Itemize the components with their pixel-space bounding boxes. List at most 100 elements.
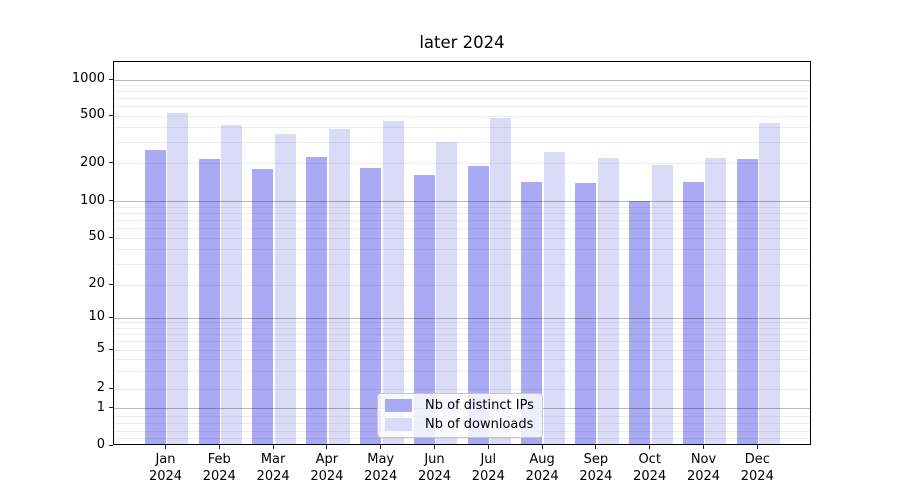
legend-row-downloads: Nb of downloads bbox=[385, 416, 534, 432]
x-tick bbox=[756, 445, 758, 449]
x-tick-label: Sep 2024 bbox=[569, 452, 623, 485]
gridline-minor bbox=[114, 127, 810, 129]
y-tick-label: 10 bbox=[88, 309, 105, 324]
gridline-minor bbox=[114, 115, 810, 117]
x-tick-label: Apr 2024 bbox=[300, 452, 354, 485]
x-tick bbox=[326, 445, 328, 449]
y-tick-label: 2 bbox=[96, 380, 105, 395]
gridline-minor bbox=[114, 84, 810, 86]
x-tick-month: Sep bbox=[583, 452, 609, 467]
bar-downloads bbox=[328, 129, 350, 444]
y-tick bbox=[109, 407, 113, 408]
bar-downloads bbox=[274, 134, 296, 444]
x-tick-label: Dec 2024 bbox=[730, 452, 784, 485]
x-tick-year: 2024 bbox=[148, 468, 183, 484]
legend-swatch-distinct-ips bbox=[385, 399, 412, 412]
bar-distinct-ips bbox=[467, 166, 489, 444]
gridline-minor bbox=[114, 91, 810, 93]
bar-downloads bbox=[543, 152, 565, 444]
x-tick bbox=[272, 445, 274, 449]
x-tick-label: May 2024 bbox=[354, 452, 408, 485]
y-tick bbox=[109, 78, 113, 80]
legend-label-downloads: Nb of downloads bbox=[425, 416, 534, 432]
y-tick-label: 50 bbox=[88, 229, 105, 244]
y-tick bbox=[109, 200, 113, 202]
y-tick bbox=[109, 444, 113, 446]
x-tick bbox=[595, 445, 597, 449]
bar-distinct-ips bbox=[736, 159, 758, 444]
y-tick-label: 20 bbox=[88, 276, 105, 291]
x-tick-month: Nov bbox=[690, 452, 717, 467]
x-tick-month: Feb bbox=[207, 452, 231, 467]
bar-distinct-ips bbox=[682, 182, 704, 444]
bar-distinct-ips bbox=[359, 168, 381, 444]
y-tick bbox=[109, 283, 113, 285]
y-tick bbox=[109, 316, 113, 318]
x-tick-label: Jan 2024 bbox=[139, 452, 193, 485]
x-tick-year: 2024 bbox=[686, 468, 721, 484]
legend: Nb of distinct IPs Nb of downloads bbox=[377, 393, 543, 438]
bar-distinct-ips bbox=[198, 158, 220, 444]
bar-downloads bbox=[759, 123, 781, 444]
x-tick-month: Jul bbox=[480, 452, 497, 467]
x-tick-month: Jun bbox=[424, 452, 445, 467]
y-tick-label: 1 bbox=[96, 399, 105, 415]
x-tick-year: 2024 bbox=[364, 468, 398, 484]
bar-distinct-ips bbox=[521, 181, 543, 444]
bar-downloads bbox=[705, 157, 727, 444]
x-tick bbox=[434, 445, 435, 449]
bar-downloads bbox=[651, 164, 673, 444]
x-tick-year: 2024 bbox=[740, 468, 774, 484]
x-tick-year: 2024 bbox=[633, 468, 667, 484]
y-tick-label: 500 bbox=[80, 107, 105, 122]
x-tick-year: 2024 bbox=[256, 468, 290, 484]
y-tick bbox=[109, 114, 113, 116]
x-tick-label: Mar 2024 bbox=[246, 452, 300, 485]
x-tick-year: 2024 bbox=[417, 468, 452, 484]
x-tick-month: Dec bbox=[744, 452, 770, 467]
bar-distinct-ips bbox=[252, 169, 274, 444]
y-tick bbox=[109, 162, 113, 164]
y-tick bbox=[109, 236, 113, 238]
x-tick-month: Mar bbox=[260, 452, 286, 467]
bar-distinct-ips bbox=[413, 174, 435, 444]
gridline-major bbox=[114, 79, 810, 81]
bar-distinct-ips bbox=[306, 157, 328, 444]
x-tick bbox=[218, 445, 220, 449]
x-tick-month: Oct bbox=[638, 452, 661, 467]
x-tick-year: 2024 bbox=[310, 468, 344, 484]
x-tick-year: 2024 bbox=[471, 468, 505, 484]
legend-swatch-downloads bbox=[385, 418, 412, 431]
x-tick-label: Jul 2024 bbox=[461, 452, 515, 485]
gridline-minor bbox=[114, 142, 810, 144]
x-tick bbox=[487, 445, 489, 449]
y-tick-label: 100 bbox=[80, 192, 105, 208]
x-tick bbox=[649, 445, 651, 449]
x-tick bbox=[541, 445, 543, 449]
x-tick-year: 2024 bbox=[202, 468, 236, 484]
chart-title: later 2024 bbox=[419, 33, 505, 52]
x-tick-month: Aug bbox=[529, 452, 555, 467]
legend-row-distinct-ips: Nb of distinct IPs bbox=[385, 397, 534, 413]
x-tick-month: Apr bbox=[315, 452, 339, 467]
gridline-minor bbox=[114, 106, 810, 108]
x-tick bbox=[703, 445, 704, 449]
y-tick bbox=[109, 387, 113, 389]
bar-distinct-ips bbox=[575, 183, 597, 444]
bar-downloads bbox=[221, 124, 243, 444]
x-tick-label: Nov 2024 bbox=[677, 452, 731, 485]
y-tick-label: 5 bbox=[96, 341, 105, 357]
x-tick-label: Feb 2024 bbox=[192, 452, 246, 485]
x-tick-month: May bbox=[367, 452, 395, 467]
legend-label-distinct-ips: Nb of distinct IPs bbox=[425, 397, 534, 413]
bar-distinct-ips bbox=[628, 201, 650, 444]
bar-downloads bbox=[167, 113, 189, 444]
y-tick-label: 1000 bbox=[71, 71, 105, 86]
x-tick bbox=[380, 445, 382, 449]
x-tick-label: Jun 2024 bbox=[408, 452, 462, 485]
x-tick-month: Jan bbox=[155, 452, 176, 467]
bar-downloads bbox=[597, 157, 619, 444]
y-tick-label: 0 bbox=[96, 437, 105, 452]
bar-distinct-ips bbox=[144, 150, 166, 444]
